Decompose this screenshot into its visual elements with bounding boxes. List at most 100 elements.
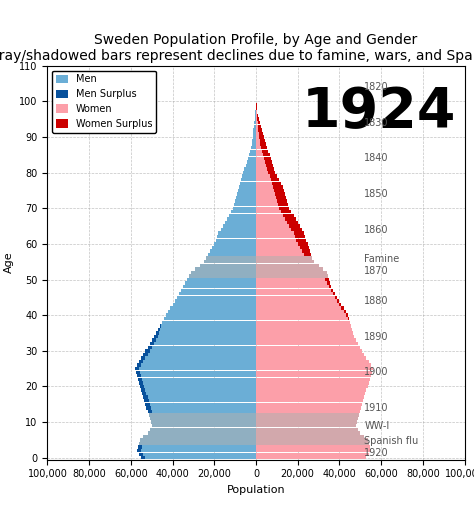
- Bar: [145, 399, 148, 402]
- Bar: [256, 274, 328, 278]
- Bar: [256, 452, 369, 456]
- Bar: [140, 371, 256, 374]
- Bar: [160, 328, 256, 331]
- Bar: [136, 371, 140, 374]
- Bar: [256, 185, 273, 188]
- Bar: [256, 157, 264, 160]
- Bar: [256, 299, 337, 302]
- Bar: [251, 146, 256, 149]
- Bar: [260, 142, 266, 146]
- Bar: [256, 324, 351, 328]
- Bar: [229, 214, 256, 217]
- Bar: [154, 335, 158, 338]
- Bar: [171, 307, 256, 310]
- Bar: [256, 217, 285, 221]
- Bar: [246, 160, 256, 164]
- Bar: [150, 417, 256, 420]
- Bar: [259, 135, 264, 139]
- Bar: [256, 167, 267, 171]
- Bar: [256, 410, 360, 413]
- Bar: [258, 128, 262, 131]
- Bar: [187, 278, 256, 281]
- Bar: [256, 114, 257, 117]
- Bar: [256, 428, 358, 431]
- Bar: [143, 360, 256, 363]
- Bar: [256, 424, 356, 427]
- Bar: [239, 185, 256, 188]
- Bar: [293, 231, 304, 235]
- Bar: [256, 128, 258, 131]
- Text: 1840: 1840: [365, 154, 389, 163]
- Bar: [256, 385, 367, 388]
- Text: 1900: 1900: [365, 367, 389, 377]
- Bar: [206, 257, 256, 260]
- Bar: [254, 125, 256, 128]
- Bar: [255, 110, 256, 114]
- Bar: [147, 431, 256, 434]
- Bar: [256, 378, 370, 381]
- Bar: [256, 271, 327, 274]
- Bar: [256, 328, 352, 331]
- Bar: [256, 428, 358, 431]
- Bar: [256, 214, 283, 217]
- Bar: [261, 146, 267, 149]
- Bar: [140, 385, 145, 388]
- Bar: [259, 132, 263, 135]
- Bar: [256, 203, 278, 207]
- Bar: [156, 331, 159, 335]
- Title: Sweden Population Profile, by Age and Gender
Gray/shadowed bars represent declin: Sweden Population Profile, by Age and Ge…: [0, 33, 474, 63]
- Bar: [256, 267, 323, 271]
- Bar: [257, 118, 259, 121]
- Bar: [256, 413, 359, 417]
- Bar: [147, 395, 256, 399]
- Bar: [255, 118, 256, 121]
- Bar: [256, 264, 319, 267]
- Bar: [146, 349, 150, 352]
- Bar: [256, 424, 356, 427]
- Bar: [146, 456, 256, 460]
- Bar: [150, 402, 256, 406]
- Bar: [208, 253, 256, 256]
- Bar: [256, 445, 370, 449]
- Bar: [256, 142, 260, 146]
- Bar: [256, 207, 279, 210]
- Bar: [275, 192, 285, 195]
- Bar: [246, 164, 256, 167]
- Bar: [256, 395, 365, 399]
- Bar: [256, 335, 354, 338]
- Bar: [240, 182, 256, 185]
- Bar: [256, 174, 270, 178]
- Bar: [256, 417, 358, 420]
- Bar: [191, 271, 256, 274]
- Bar: [234, 203, 256, 207]
- Bar: [256, 221, 287, 224]
- Bar: [138, 445, 142, 449]
- Bar: [151, 421, 256, 424]
- Bar: [256, 307, 341, 310]
- Bar: [256, 239, 296, 242]
- Bar: [140, 438, 256, 442]
- Bar: [174, 299, 256, 302]
- Bar: [146, 406, 151, 410]
- Bar: [296, 239, 306, 242]
- Bar: [258, 121, 260, 124]
- Text: Spanish flu
1920: Spanish flu 1920: [365, 436, 419, 458]
- Bar: [160, 324, 161, 328]
- Bar: [256, 118, 257, 121]
- Bar: [256, 314, 346, 317]
- Bar: [237, 192, 256, 195]
- Bar: [273, 185, 283, 188]
- Bar: [214, 242, 256, 245]
- Bar: [142, 378, 256, 381]
- Bar: [138, 378, 142, 381]
- Text: WW-I: WW-I: [365, 421, 390, 431]
- Bar: [150, 342, 154, 345]
- Bar: [179, 292, 256, 295]
- Bar: [256, 149, 262, 153]
- Bar: [273, 189, 284, 192]
- Bar: [181, 288, 256, 292]
- Bar: [143, 452, 256, 456]
- Bar: [233, 207, 256, 210]
- Bar: [206, 257, 256, 260]
- Bar: [139, 442, 256, 445]
